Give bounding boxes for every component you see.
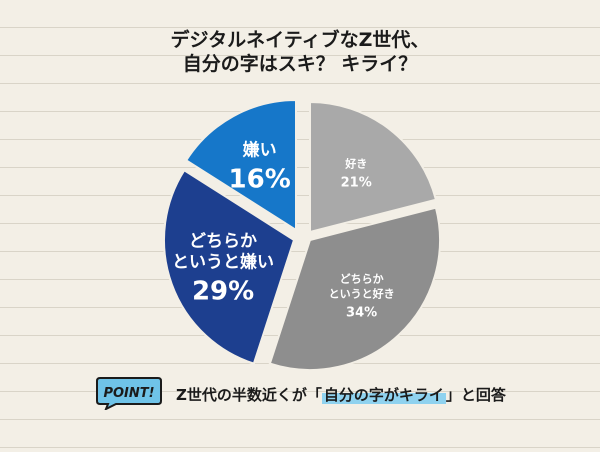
point-badge: POINT!	[96, 377, 162, 410]
pie-slice-0	[309, 100, 438, 234]
slice-pct-2: 29%	[192, 277, 254, 307]
pie-slice-1	[268, 206, 441, 371]
footer-summary: Z世代の半数近くが「 自分の字がキライ 」と回答	[176, 384, 506, 405]
chart-title: デジタルネイティブなZ世代、 自分の字はスキ？ キライ？	[0, 28, 600, 76]
footer-highlight: 自分の字がキライ	[321, 386, 446, 404]
slice-pct-3: 16%	[229, 164, 291, 194]
slice-name-1-1: というと好き	[329, 286, 395, 300]
title-line-2: 自分の字はスキ？ キライ？	[182, 53, 418, 75]
point-badge-text: POINT!	[103, 386, 154, 401]
slice-name-1-0: どちらか	[340, 272, 384, 285]
pie-slice-2	[163, 168, 296, 365]
pie-slice-3	[184, 98, 297, 232]
slice-label-3: 嫌い 16%	[229, 139, 291, 194]
slice-name-2-1: というと嫌い	[172, 252, 274, 273]
slice-pct-1: 34%	[346, 305, 377, 320]
title-line-1: デジタルネイティブなZ世代、	[170, 29, 430, 51]
footer-text-after: 」と回答	[445, 386, 506, 404]
footer-text-before: Z世代の半数近くが「	[176, 386, 322, 404]
slice-label-0: 好き 21%	[341, 156, 372, 190]
slice-name-0-0: 好き	[344, 156, 367, 170]
slice-pct-0: 21%	[341, 175, 372, 190]
slice-name-2-0: どちらか	[189, 232, 257, 252]
slice-name-3-0: 嫌い	[242, 139, 277, 160]
